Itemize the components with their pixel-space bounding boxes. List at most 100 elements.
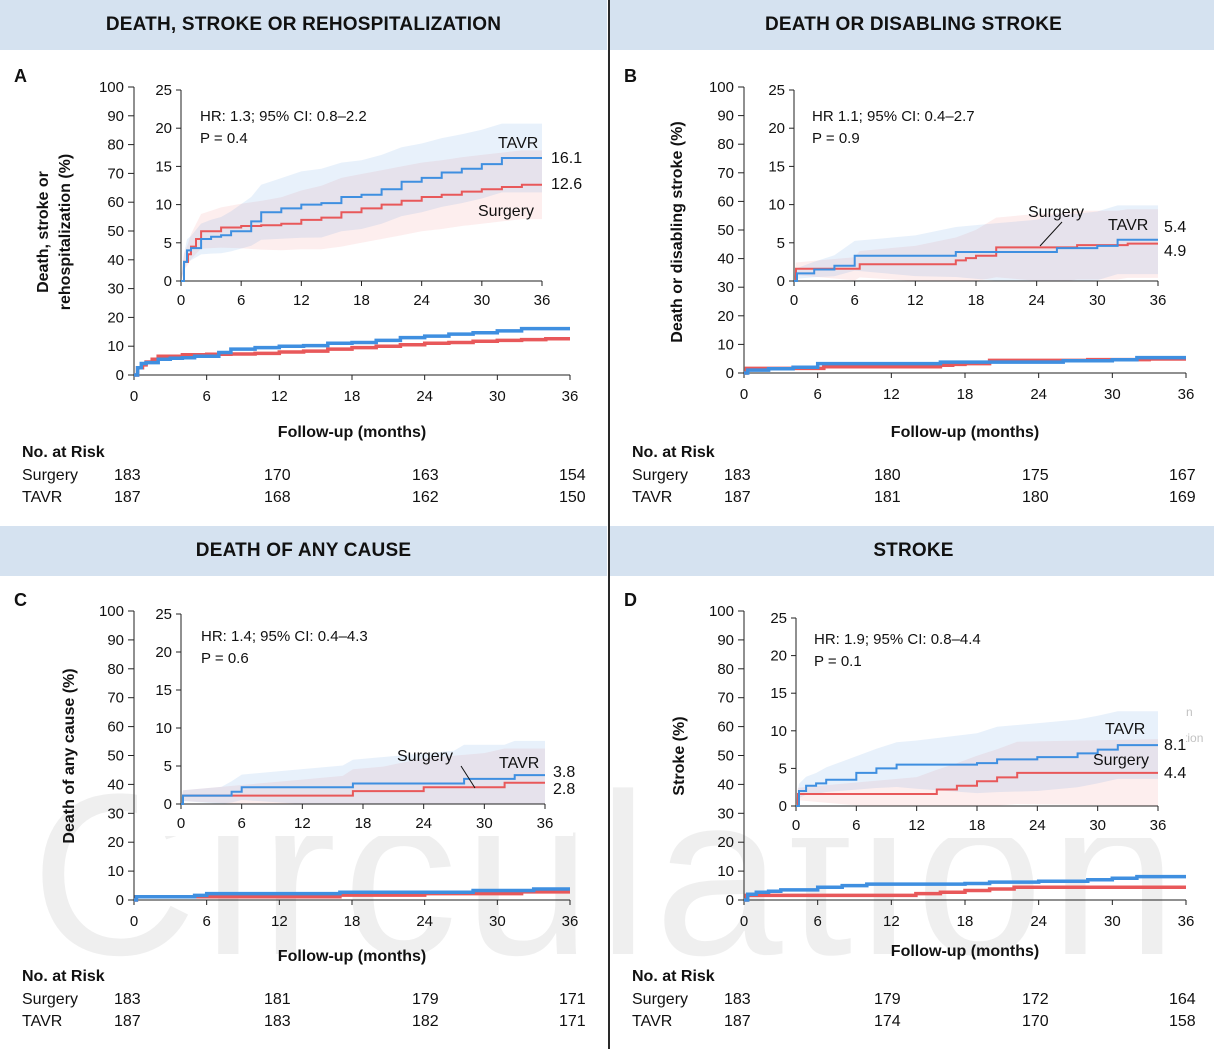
inset-x-tick-label: 12 xyxy=(907,292,924,309)
risk-label: TAVR xyxy=(632,489,673,506)
risk-title: No. at Risk xyxy=(22,444,105,461)
main-line-tavr xyxy=(744,874,1186,902)
panel-b: DEATH OR DISABLING STROKE B 0 10 20 30 40 50 6… xyxy=(610,0,1214,524)
risk-value: 181 xyxy=(874,489,901,506)
y-tick-label: 50 xyxy=(107,223,124,240)
risk-value: 169 xyxy=(1169,489,1196,506)
x-tick-label: 12 xyxy=(271,388,288,405)
y-tick-label: 50 xyxy=(107,748,124,765)
inset-x-tick-label: 36 xyxy=(537,815,554,832)
x-tick-label: 24 xyxy=(1030,386,1047,403)
risk-value: 172 xyxy=(1022,991,1049,1008)
end-value-label: 4.4 xyxy=(1164,765,1186,782)
inset-y-tick-label: 0 xyxy=(779,798,787,815)
y-tick-label: 90 xyxy=(717,108,734,125)
risk-row-surgery: Surgery 183 170 163 154 xyxy=(22,467,592,489)
inset-background xyxy=(750,82,1186,313)
risk-value: 183 xyxy=(724,991,751,1008)
inset-x-tick-label: 0 xyxy=(177,815,185,832)
risk-row-surgery: Surgery 183 180 175 167 xyxy=(632,467,1202,489)
x-tick-label: 30 xyxy=(1104,386,1121,403)
risk-label: Surgery xyxy=(632,991,689,1008)
risk-value: 187 xyxy=(114,1013,141,1030)
risk-label: TAVR xyxy=(22,1013,63,1030)
x-tick-label: 18 xyxy=(344,388,361,405)
y-tick-label: 80 xyxy=(107,661,124,678)
risk-value: 187 xyxy=(724,1013,751,1030)
series-label-tavr: TAVR xyxy=(1108,217,1148,234)
y-axis-label-line: Death, stroke or xyxy=(35,171,52,293)
end-value-label: 5.4 xyxy=(1164,219,1186,236)
risk-table: No. at Risk Surgery 183 180 175 167 TAVR… xyxy=(632,444,1202,511)
y-tick-label: 70 xyxy=(107,165,124,182)
y-axis-label: Death, stroke or rehospitalization (%) xyxy=(35,154,74,310)
inset-ci-band-surgery xyxy=(794,209,1158,281)
end-value-label: 3.8 xyxy=(553,764,575,781)
risk-table: No. at Risk Surgery 183 170 163 154 TAVR… xyxy=(22,444,592,511)
inset-ci-band-tavr xyxy=(181,123,542,281)
p-value-text: P = 0.4 xyxy=(200,130,248,147)
risk-table: No. at Risk Surgery 183 179 172 164 TAVR… xyxy=(632,968,1202,1035)
y-tick-label: 30 xyxy=(717,805,734,822)
inset-y-tick-label: 10 xyxy=(155,197,172,214)
inset-y-tick-label: 5 xyxy=(779,760,787,777)
y-tick-label: 30 xyxy=(717,279,734,296)
inset-x-tick-label: 36 xyxy=(1150,817,1167,834)
main-line-tavr xyxy=(134,887,570,902)
risk-value: 162 xyxy=(412,489,439,506)
p-value-text: P = 0.6 xyxy=(201,650,249,667)
panel-divider xyxy=(608,0,610,1049)
x-axis-label: Follow-up (months) xyxy=(891,943,1039,960)
y-tick-label: 100 xyxy=(709,79,734,96)
x-tick-label: 18 xyxy=(344,913,361,930)
inset-x-tick-label: 0 xyxy=(177,292,185,309)
inset-y-tick-label: 15 xyxy=(768,158,785,175)
inset-ci-band-tavr xyxy=(794,205,1158,281)
panel-d: STROKE D 0 10 20 30 40 50 60 70 80 90 100 0 6 12 18 24 3… xyxy=(610,524,1214,1048)
y-tick-label: 0 xyxy=(116,892,124,909)
inset-y-tick-label: 10 xyxy=(155,720,172,737)
risk-value: 187 xyxy=(114,489,141,506)
x-tick-label: 6 xyxy=(813,386,821,403)
y-tick-label: 80 xyxy=(107,137,124,154)
y-tick-label: 40 xyxy=(107,776,124,793)
inset-x-tick-label: 30 xyxy=(476,815,493,832)
inset-x-tick-label: 18 xyxy=(969,817,986,834)
risk-label: Surgery xyxy=(22,467,79,484)
risk-value: 183 xyxy=(114,991,141,1008)
y-tick-label: 60 xyxy=(107,194,124,211)
inset-y-tick-label: 5 xyxy=(164,235,172,252)
series-label-tavr: TAVR xyxy=(1105,721,1145,738)
risk-row-tavr: TAVR 187 183 182 171 xyxy=(22,1013,592,1035)
x-tick-label: 36 xyxy=(1178,386,1195,403)
y-tick-label: 30 xyxy=(107,805,124,822)
risk-value: 168 xyxy=(264,489,291,506)
x-tick-label: 24 xyxy=(416,388,433,405)
x-tick-label: 0 xyxy=(130,913,138,930)
y-tick-label: 30 xyxy=(107,281,124,298)
panel-title: DEATH OR DISABLING STROKE xyxy=(610,0,1214,50)
end-value-label: 12.6 xyxy=(551,176,582,193)
risk-row-surgery: Surgery 183 181 179 171 xyxy=(22,991,592,1013)
label-pointer-line xyxy=(460,765,476,789)
risk-title: No. at Risk xyxy=(22,968,105,985)
panel-letter: C xyxy=(14,590,27,610)
risk-value: 170 xyxy=(1022,1013,1049,1030)
risk-value: 182 xyxy=(412,1013,439,1030)
risk-value: 183 xyxy=(264,1013,291,1030)
y-axis-label-line: Stroke (%) xyxy=(671,716,688,795)
y-tick-label: 60 xyxy=(107,719,124,736)
risk-value: 164 xyxy=(1169,991,1196,1008)
x-axis-label: Follow-up (months) xyxy=(278,424,426,441)
end-value-label: 4.9 xyxy=(1164,243,1186,260)
panel-title: DEATH, STROKE OR REHOSPITALIZATION xyxy=(0,0,607,50)
y-tick-label: 40 xyxy=(107,252,124,269)
y-tick-label: 20 xyxy=(717,834,734,851)
y-tick-label: 20 xyxy=(107,309,124,326)
risk-value: 150 xyxy=(559,489,586,506)
x-tick-label: 30 xyxy=(1104,913,1121,930)
inset-y-tick-label: 15 xyxy=(155,682,172,699)
panel-c: DEATH OF ANY CAUSE C 0 10 20 30 40 50 60 70 80 90… xyxy=(0,524,607,1048)
inset-y-tick-label: 10 xyxy=(768,197,785,214)
